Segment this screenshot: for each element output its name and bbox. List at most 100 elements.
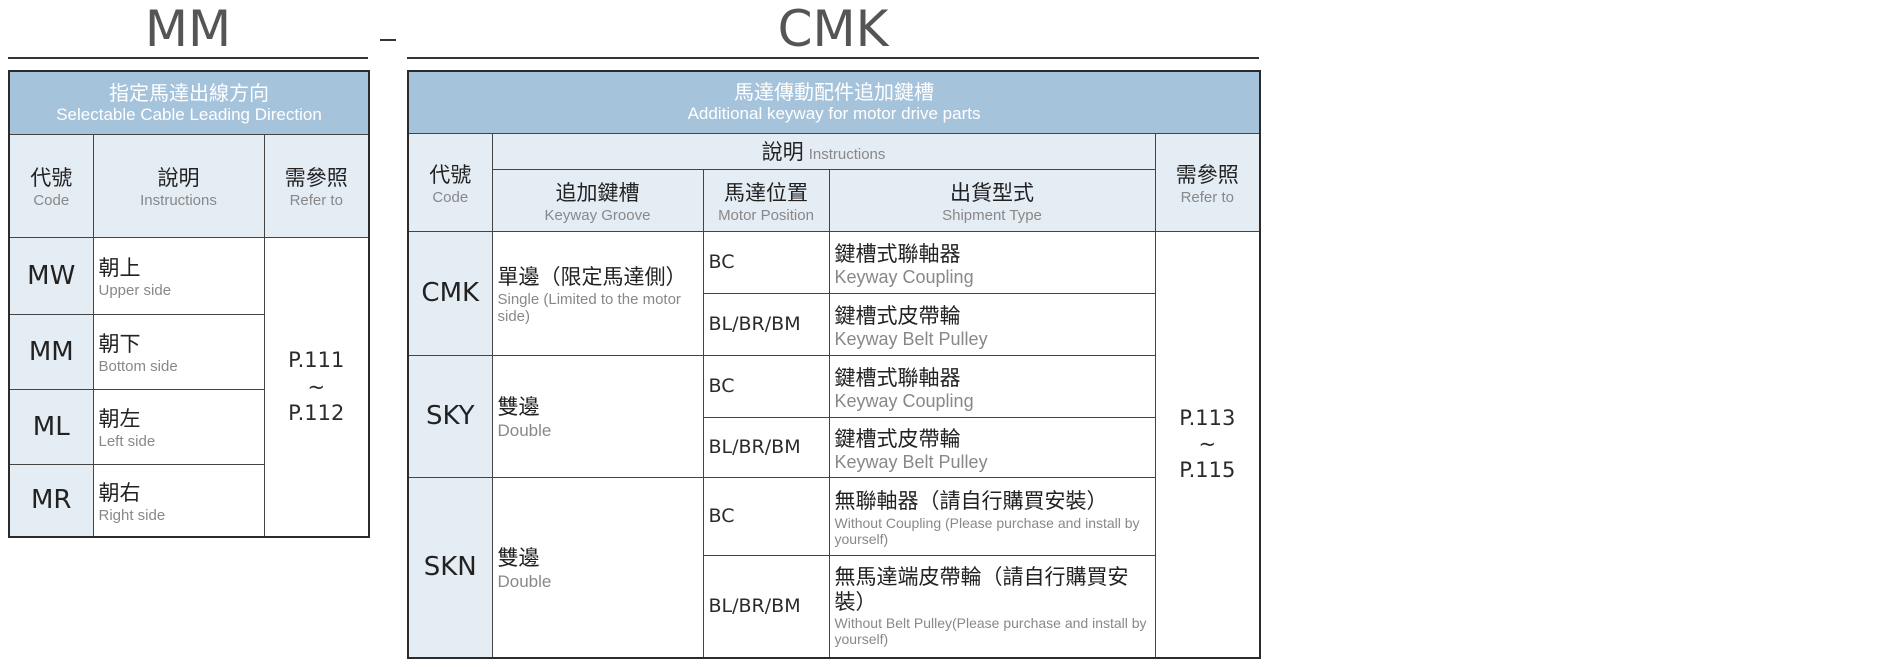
shipment-en: Keyway Coupling bbox=[834, 267, 974, 287]
col-instructions: 說明 Instructions bbox=[491, 132, 1156, 170]
cmk-title-rule bbox=[407, 57, 1259, 59]
shipment-zh: 鍵槽式皮帶輪 bbox=[834, 427, 961, 451]
col-code: 代號 Code bbox=[407, 132, 493, 232]
desc-zh: 朝上 bbox=[98, 256, 141, 280]
code-cell: SKN bbox=[407, 476, 493, 659]
mm-title: MM bbox=[144, 0, 232, 58]
groove-en: Double bbox=[497, 421, 552, 440]
groove-cell: 雙邊 Double bbox=[491, 354, 704, 478]
col-motor-position: 馬達位置 Motor Position bbox=[702, 168, 830, 232]
shipment-zh: 鍵槽式聯軸器 bbox=[834, 242, 961, 266]
ref-sep: ~ bbox=[307, 374, 326, 399]
col-zh: 說明 bbox=[157, 166, 200, 190]
ref-from: P.113 bbox=[1179, 405, 1236, 430]
code-cell: MW bbox=[8, 236, 94, 315]
col-en: Motor Position bbox=[718, 206, 814, 224]
col-shipment-type: 出貨型式 Shipment Type bbox=[828, 168, 1156, 232]
shipment-en: Without Belt Pulley(Please purchase and … bbox=[834, 615, 1147, 648]
shipment-cell: 鍵槽式皮帶輪 Keyway Belt Pulley bbox=[828, 416, 1156, 478]
mm-header-en: Selectable Cable Leading Direction bbox=[56, 104, 322, 124]
shipment-cell: 鍵槽式聯軸器 Keyway Coupling bbox=[828, 230, 1156, 294]
col-en: Keyway Groove bbox=[544, 206, 651, 224]
ref-to: P.115 bbox=[1179, 458, 1236, 483]
desc-zh: 朝下 bbox=[98, 332, 141, 356]
code-cell: MR bbox=[8, 463, 94, 538]
cmk-header-en: Additional keyway for motor drive parts bbox=[687, 104, 981, 124]
desc-en: Upper side bbox=[98, 282, 172, 299]
shipment-zh: 無聯軸器（請自行購買安裝） bbox=[834, 488, 1108, 513]
code-cell: SKY bbox=[407, 354, 493, 478]
col-zh: 代號 bbox=[429, 162, 472, 187]
cmk-header: 馬達傳動配件追加鍵槽 Additional keyway for motor dr… bbox=[407, 70, 1261, 134]
position-cell: BC bbox=[702, 354, 830, 418]
position-cell: BC bbox=[702, 230, 830, 294]
col-instructions: 說明 Instructions bbox=[92, 133, 265, 238]
position-cell: BL/BR/BM bbox=[702, 292, 830, 356]
groove-zh: 單邊（限定馬達側） bbox=[497, 265, 687, 289]
desc-en: Bottom side bbox=[98, 358, 178, 375]
shipment-en: Keyway Belt Pulley bbox=[834, 452, 988, 472]
position-cell: BC bbox=[702, 476, 830, 556]
shipment-cell: 無聯軸器（請自行購買安裝） Without Coupling (Please pu… bbox=[828, 476, 1156, 556]
code-cell: ML bbox=[8, 388, 94, 465]
col-en: Code bbox=[33, 192, 70, 209]
groove-en: Double bbox=[497, 572, 552, 592]
col-refer: 需參照 Refer to bbox=[1154, 132, 1261, 232]
col-en: Code bbox=[432, 188, 469, 206]
position-cell: BL/BR/BM bbox=[702, 554, 830, 659]
cmk-header-zh: 馬達傳動配件追加鍵槽 bbox=[734, 80, 935, 105]
shipment-en: Without Coupling (Please purchase and in… bbox=[834, 514, 1140, 547]
cmk-table: 馬達傳動配件追加鍵槽 Additional keyway for motor dr… bbox=[407, 70, 1262, 659]
mm-header-zh: 指定馬達出線方向 bbox=[109, 80, 269, 105]
desc-en: Right side bbox=[98, 506, 166, 524]
shipment-cell: 鍵槽式皮帶輪 Keyway Belt Pulley bbox=[828, 292, 1156, 356]
desc-cell: 朝下 Bottom side bbox=[92, 313, 265, 390]
col-en: Refer to bbox=[1180, 188, 1234, 206]
col-zh: 說明 bbox=[761, 140, 804, 164]
groove-cell: 雙邊 Double bbox=[491, 476, 704, 659]
ref-to: P.112 bbox=[288, 400, 345, 425]
shipment-zh: 無馬達端皮帶輪（請自行購買安裝） bbox=[834, 564, 1129, 615]
groove-cell: 單邊（限定馬達側） Single (Limited to the motor si… bbox=[491, 230, 704, 356]
mm-header: 指定馬達出線方向 Selectable Cable Leading Directi… bbox=[8, 70, 370, 135]
col-en: Refer to bbox=[289, 192, 343, 209]
desc-zh: 朝右 bbox=[98, 480, 141, 505]
shipment-cell: 鍵槽式聯軸器 Keyway Coupling bbox=[828, 354, 1156, 418]
groove-en: Single (Limited to the motor side) bbox=[497, 291, 681, 325]
col-en: Shipment Type bbox=[942, 206, 1042, 224]
desc-zh: 朝左 bbox=[98, 407, 141, 431]
groove-zh: 雙邊 bbox=[497, 395, 540, 419]
col-zh: 追加鍵槽 bbox=[555, 180, 640, 205]
position-cell: BL/BR/BM bbox=[702, 416, 830, 478]
shipment-cell: 無馬達端皮帶輪（請自行購買安裝） Without Belt Pulley(Plea… bbox=[828, 554, 1156, 659]
mm-table: 指定馬達出線方向 Selectable Cable Leading Directi… bbox=[8, 70, 370, 538]
col-zh: 馬達位置 bbox=[724, 180, 808, 205]
col-zh: 需參照 bbox=[1175, 162, 1239, 187]
col-zh: 出貨型式 bbox=[950, 180, 1034, 205]
col-en: Instructions bbox=[808, 146, 886, 163]
separator-dash bbox=[380, 39, 396, 41]
cmk-refer: P.113 ~ P.115 bbox=[1154, 230, 1261, 659]
code-cell: MM bbox=[8, 313, 94, 390]
mm-title-rule bbox=[8, 57, 368, 59]
desc-cell: 朝右 Right side bbox=[92, 463, 265, 538]
desc-cell: 朝上 Upper side bbox=[92, 236, 265, 315]
shipment-zh: 鍵槽式皮帶輪 bbox=[834, 304, 961, 328]
col-en: Instructions bbox=[140, 192, 217, 209]
col-keyway-groove: 追加鍵槽 Keyway Groove bbox=[491, 168, 704, 232]
col-refer: 需參照 Refer to bbox=[263, 133, 370, 238]
col-zh: 需參照 bbox=[284, 166, 348, 190]
shipment-en: Keyway Coupling bbox=[834, 391, 974, 411]
code-cell: CMK bbox=[407, 230, 493, 356]
col-zh: 代號 bbox=[30, 166, 73, 190]
shipment-en: Keyway Belt Pulley bbox=[834, 329, 988, 349]
ref-from: P.111 bbox=[288, 348, 345, 373]
ref-sep: ~ bbox=[1198, 432, 1217, 457]
shipment-zh: 鍵槽式聯軸器 bbox=[834, 366, 961, 390]
col-code: 代號 Code bbox=[8, 133, 94, 238]
mm-refer: P.111 ~ P.112 bbox=[263, 236, 370, 538]
groove-zh: 雙邊 bbox=[497, 546, 540, 571]
desc-cell: 朝左 Left side bbox=[92, 388, 265, 465]
desc-en: Left side bbox=[98, 433, 156, 450]
cmk-title: CMK bbox=[777, 0, 889, 58]
